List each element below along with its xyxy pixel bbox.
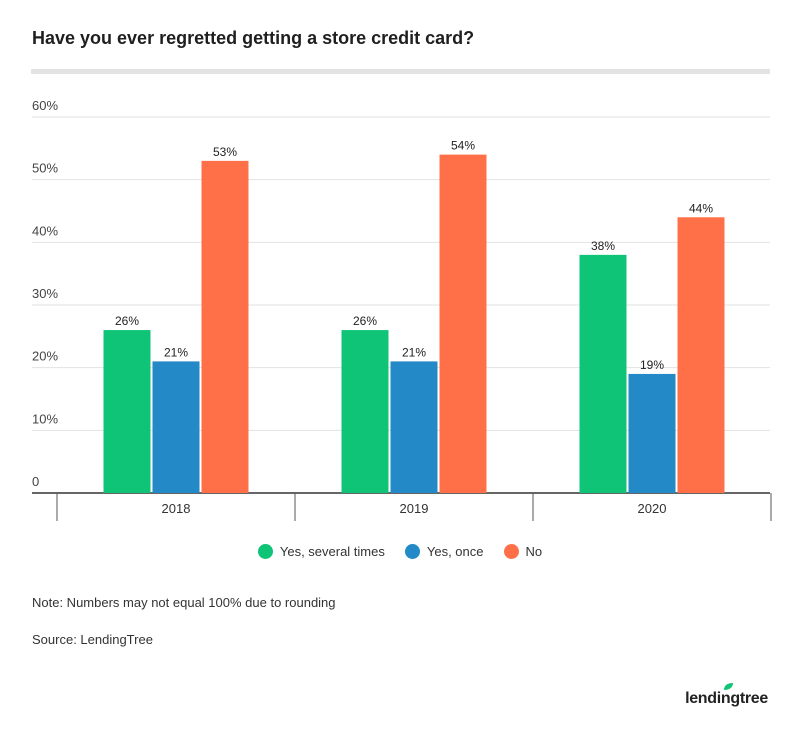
legend-item-yes-several-times: Yes, several times [257, 544, 385, 559]
y-tick-label: 20% [32, 349, 58, 364]
data-label: 26% [353, 314, 377, 328]
legend-label-yes-once: Yes, once [426, 544, 484, 559]
bar [439, 154, 487, 493]
source-text: Source: LendingTree [32, 632, 153, 647]
data-label: 21% [402, 345, 426, 359]
bar-chart: 0 10% 20% 30% 40% 50% 60% 26% 21% 53% 2018 26% 21% 54… [32, 98, 772, 521]
bar [152, 361, 200, 493]
y-tick-label: 10% [32, 411, 58, 426]
legend: Yes, several times Yes, once No [0, 544, 800, 559]
x-tick-label: 2018 [162, 501, 191, 516]
y-tick-label: 60% [32, 98, 58, 113]
legend-label-yes-several-times: Yes, several times [279, 544, 385, 559]
bar [201, 160, 249, 493]
legend-marker-no [503, 544, 519, 559]
x-tick-label: 2020 [638, 501, 667, 516]
lendingtree-logo: lendingtree [685, 683, 768, 708]
y-tick-label: 50% [32, 161, 58, 176]
legend-marker-yes-several-times [257, 544, 273, 559]
bar [103, 330, 151, 493]
legend-label-no: No [525, 544, 543, 559]
legend-item-no: No [503, 544, 543, 559]
data-label: 44% [689, 201, 713, 215]
data-label: 19% [640, 358, 664, 372]
footnote: Note: Numbers may not equal 100% due to … [32, 595, 336, 610]
legend-item-yes-once: Yes, once [404, 544, 484, 559]
bar [341, 330, 389, 493]
data-label: 54% [451, 139, 475, 153]
bar [628, 373, 676, 493]
logo-text: lendingtree [685, 690, 768, 707]
data-label: 38% [591, 239, 615, 253]
x-tick-label: 2019 [400, 501, 429, 516]
legend-marker-yes-once [404, 544, 420, 559]
bar [579, 254, 627, 493]
y-tick-label: 0 [32, 474, 39, 489]
bar [677, 217, 725, 493]
chart-title: Have you ever regretted getting a store … [32, 28, 475, 48]
y-tick-label: 40% [32, 223, 58, 238]
title-divider [31, 69, 770, 74]
leaf-icon [724, 683, 734, 690]
data-label: 53% [213, 145, 237, 159]
data-label: 26% [115, 314, 139, 328]
data-label: 21% [164, 345, 188, 359]
bar [390, 361, 438, 493]
y-tick-label: 30% [32, 286, 58, 301]
